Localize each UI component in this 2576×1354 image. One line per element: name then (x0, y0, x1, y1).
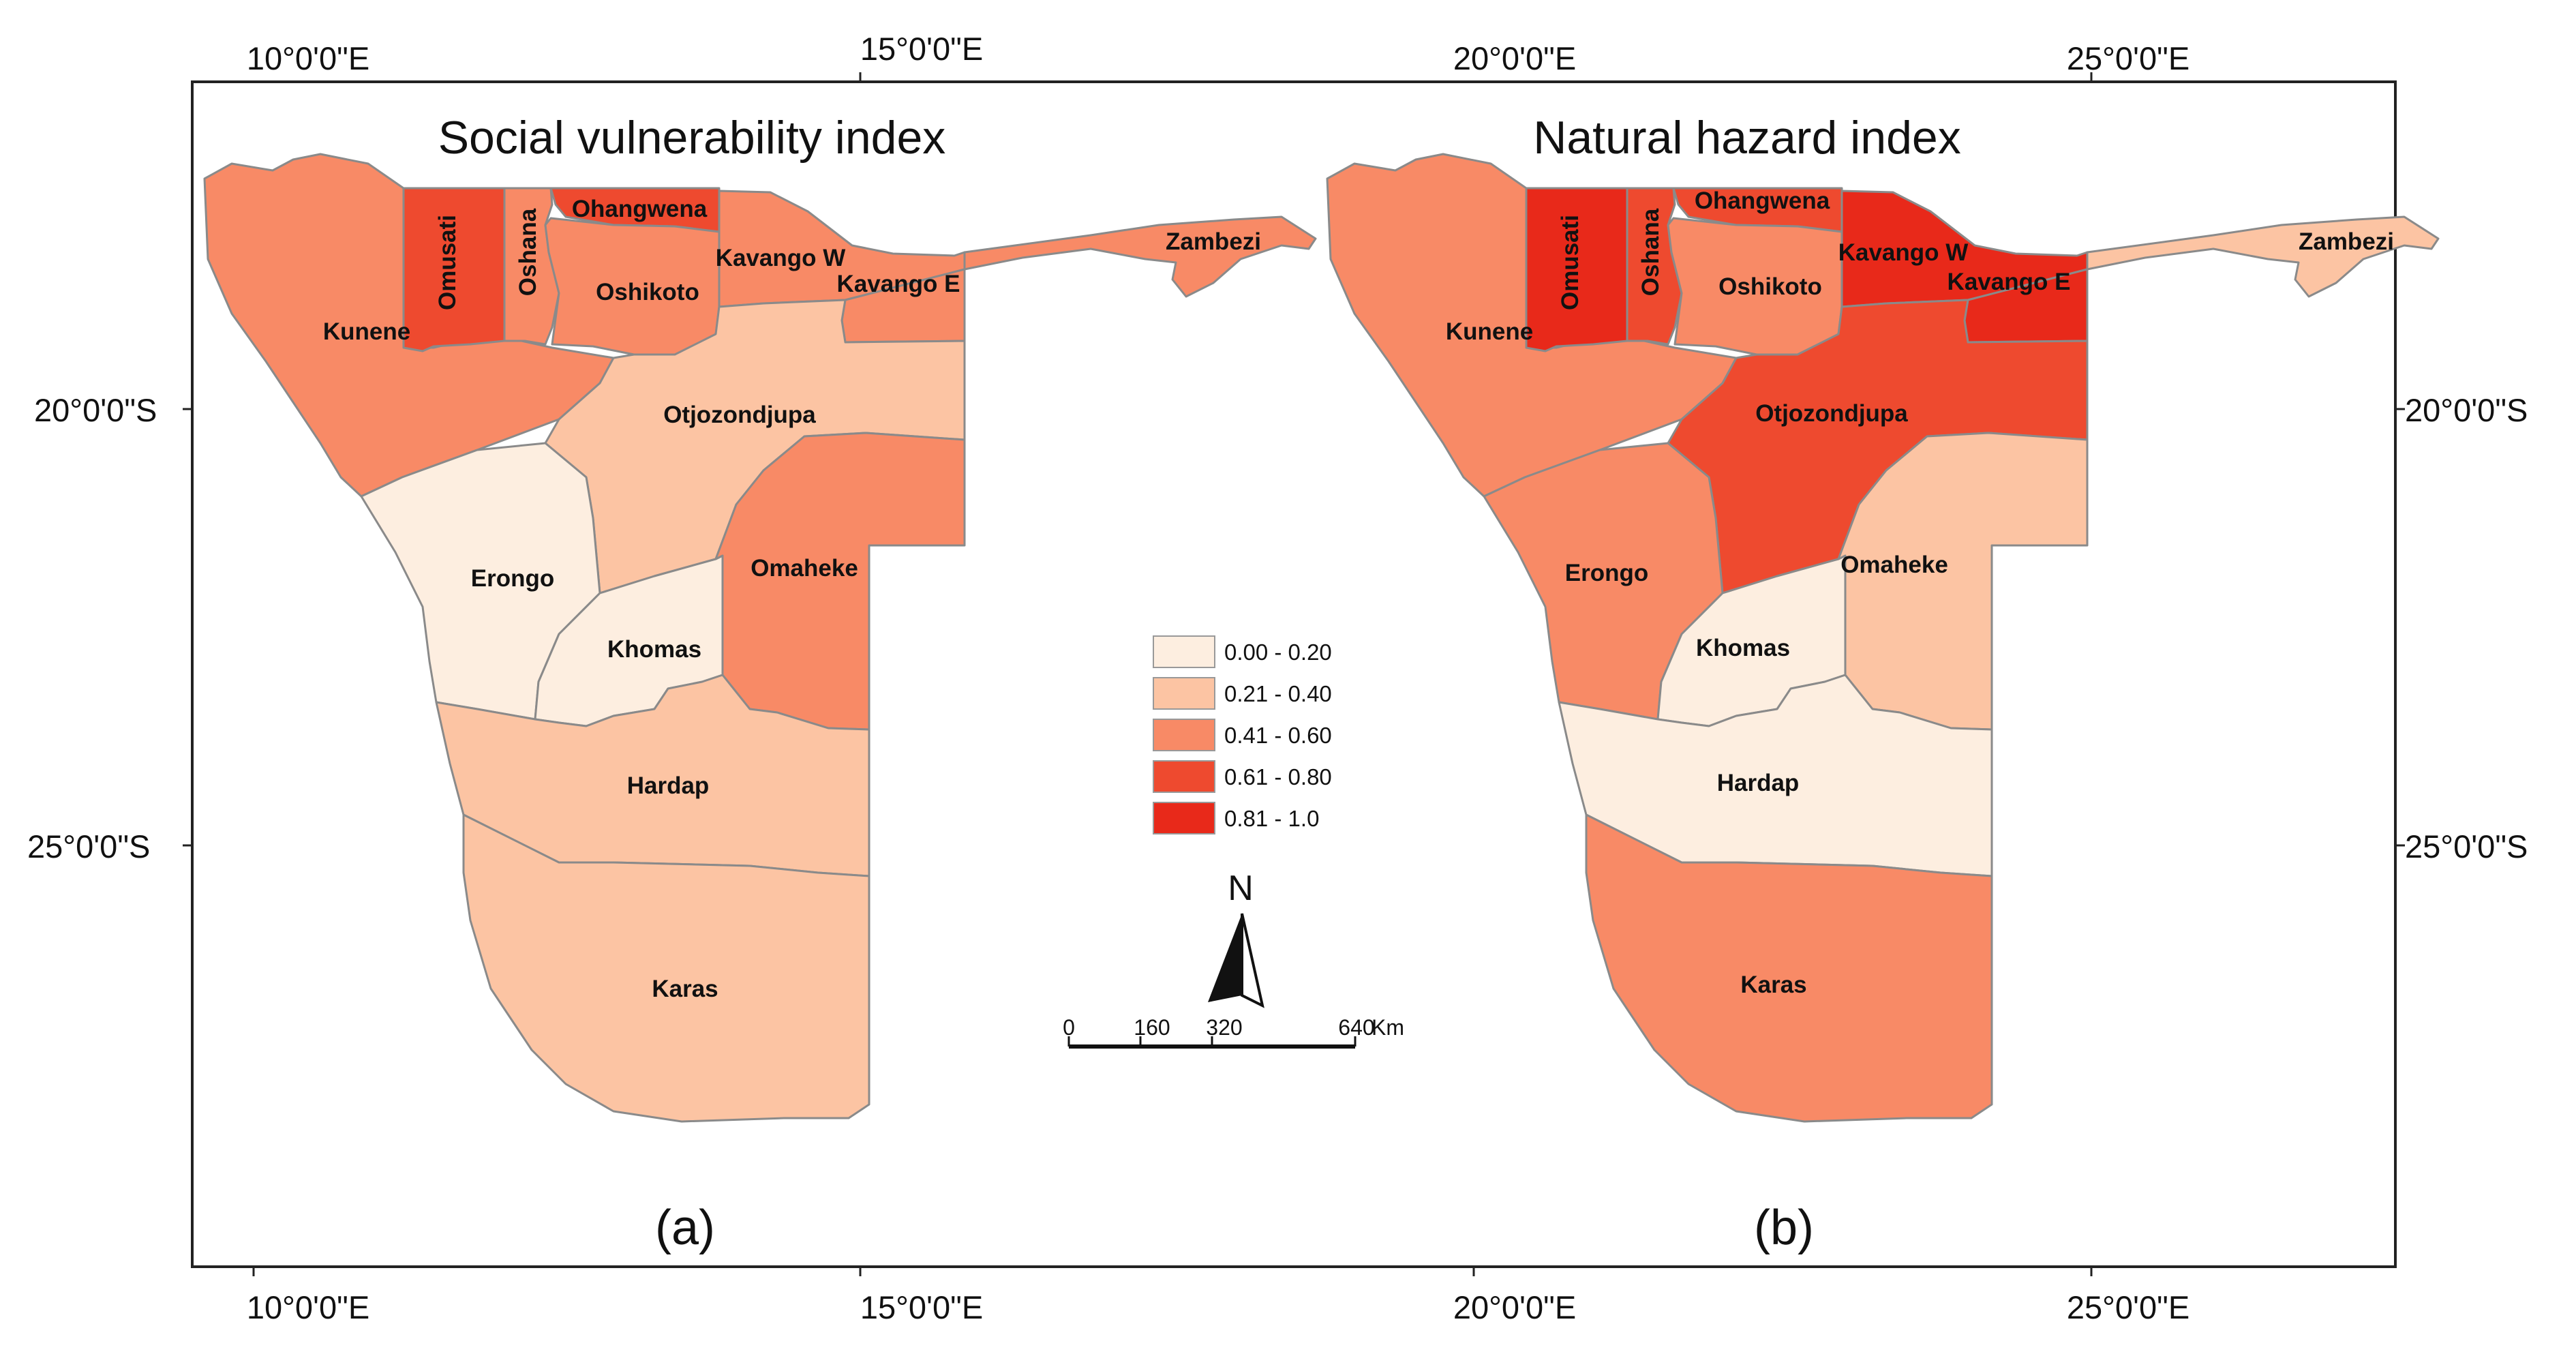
label-kunene: Kunene (323, 318, 410, 345)
panel-label: (b) (1754, 1201, 1814, 1255)
legend-swatch (1153, 760, 1215, 793)
left-lat-label-2: 25°0'0"S (27, 828, 150, 864)
label-ohangwena: Ohangwena (1695, 187, 1830, 214)
map-title: Social vulnerability index (438, 112, 946, 164)
legend-label: 0.41 - 0.60 (1224, 723, 1332, 748)
north-label: N (1228, 869, 1254, 908)
legend-swatch (1153, 677, 1215, 710)
label-oshikoto: Oshikoto (596, 279, 699, 305)
label-hardap: Hardap (627, 772, 710, 799)
legend-swatch (1153, 635, 1215, 668)
top-lon-label-2: 15°0'0"E (860, 31, 983, 67)
label-erongo: Erongo (471, 565, 554, 592)
label-otjozondjupa: Otjozondjupa (1755, 400, 1908, 427)
label-karas: Karas (1740, 972, 1806, 998)
region-zambezi (2086, 215, 2440, 298)
bottom-lon-label-2: 15°0'0"E (860, 1289, 983, 1325)
north-arrow-icon: N (1208, 869, 1264, 1008)
north-arrow-right-half (1241, 913, 1264, 1008)
label-kavango-e: Kavango E (1948, 269, 2071, 295)
legend-swatch (1153, 719, 1215, 751)
scale-tick-label: 320 (1206, 1015, 1242, 1040)
scale-tick-label: 0 (1063, 1015, 1075, 1040)
map-social-vulnerability: Social vulnerability index Kunene Omusat… (203, 112, 1317, 1255)
label-kavango-w: Kavango W (1838, 239, 1969, 266)
label-ohangwena: Ohangwena (572, 196, 708, 222)
scale-tick-label: 640 (1338, 1015, 1374, 1040)
legend-label: 0.61 - 0.80 (1224, 764, 1332, 789)
panel-label: (a) (655, 1201, 715, 1255)
label-kunene: Kunene (1446, 318, 1533, 345)
label-kavango-w: Kavango W (716, 245, 846, 271)
region-zambezi (963, 215, 1317, 298)
label-hardap: Hardap (1717, 770, 1800, 796)
label-karas: Karas (652, 976, 718, 1002)
right-lat-label-2: 25°0'0"S (2405, 828, 2528, 864)
legend-swatch (1153, 802, 1215, 834)
legend: 0.00 - 0.20 0.21 - 0.40 0.41 - 0.60 0.61… (1153, 635, 1332, 834)
label-omusati: Omusati (1557, 215, 1584, 310)
scale-unit-label: Km (1372, 1015, 1404, 1040)
label-omaheke: Omaheke (751, 555, 858, 582)
north-arrow-left-half (1208, 914, 1242, 1002)
label-zambezi: Zambezi (2299, 228, 2394, 255)
label-kavango-e: Kavango E (837, 271, 960, 297)
top-lon-label-1: 10°0'0"E (247, 40, 369, 76)
bottom-lon-label-4: 25°0'0"E (2067, 1289, 2189, 1325)
legend-label: 0.00 - 0.20 (1224, 640, 1332, 665)
legend-label: 0.81 - 1.0 (1224, 806, 1319, 831)
left-lat-label-1: 20°0'0"S (34, 392, 157, 428)
top-lon-label-4: 25°0'0"E (2067, 40, 2189, 76)
label-oshana: Oshana (1637, 208, 1664, 296)
label-zambezi: Zambezi (1166, 228, 1261, 255)
label-erongo: Erongo (1565, 560, 1648, 586)
label-khomas: Khomas (607, 636, 701, 663)
region-karas (1585, 813, 1993, 1123)
label-otjozondjupa: Otjozondjupa (663, 402, 816, 428)
scale-bar: 0 160 320 640 Km (1063, 1015, 1404, 1049)
map-natural-hazard: Natural hazard index Kunene Omusati Osha… (1326, 112, 2440, 1255)
top-lon-label-3: 20°0'0"E (1453, 40, 1576, 76)
bottom-lon-label-3: 20°0'0"E (1453, 1289, 1576, 1325)
label-omusati: Omusati (434, 215, 461, 310)
legend-label: 0.21 - 0.40 (1224, 681, 1332, 706)
map-title: Natural hazard index (1533, 112, 1960, 164)
right-lat-label-1: 20°0'0"S (2405, 392, 2528, 428)
label-khomas: Khomas (1696, 635, 1790, 661)
label-oshana: Oshana (515, 208, 541, 296)
scale-tick-label: 160 (1134, 1015, 1170, 1040)
bottom-lon-label-1: 10°0'0"E (247, 1289, 369, 1325)
label-oshikoto: Oshikoto (1718, 273, 1822, 300)
label-omaheke: Omaheke (1840, 552, 1948, 578)
region-karas (462, 813, 870, 1123)
